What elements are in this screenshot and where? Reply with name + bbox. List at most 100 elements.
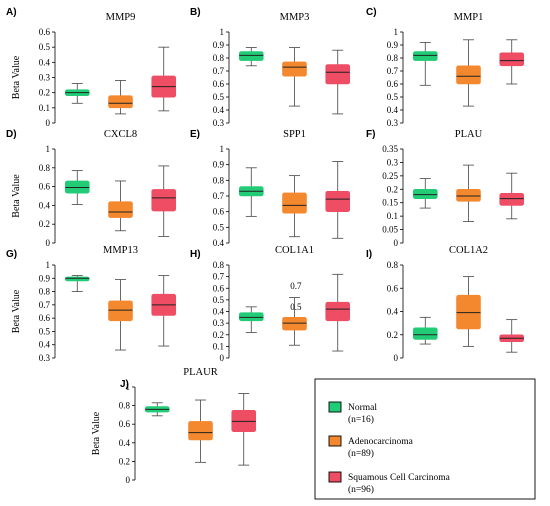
box-normal: [64, 83, 90, 104]
panel-title: MMP3: [280, 12, 310, 23]
y-tick-label: 0.3: [213, 118, 225, 128]
y-tick-label: 1: [126, 382, 131, 392]
panel-mmp3: B) MMP3 0.3 0.4 0.5 0.6 0.7 0.8 0.9 1: [190, 7, 351, 128]
y-tick-label: 0.5: [387, 92, 399, 102]
box-iqr: [282, 317, 307, 331]
y-tick-label: 0.6: [387, 79, 399, 89]
y-tick-label: 0.4: [387, 105, 399, 115]
box-squamous: [151, 165, 177, 237]
box-iqr: [282, 61, 307, 77]
y-tick-label: 0.9: [387, 40, 399, 50]
box-iqr: [238, 51, 264, 61]
y-tick-label: 0: [220, 353, 225, 363]
y-tick-label: 0.2: [387, 184, 398, 194]
box-normal: [238, 167, 264, 217]
legend-label: Adenocarcinoma: [348, 437, 414, 447]
box-adenocarcinoma: [456, 276, 481, 347]
y-tick-label: 0.9: [213, 40, 225, 50]
y-tick-label: 0.7: [39, 300, 51, 310]
y-tick-label: 0.5: [39, 42, 51, 52]
box-iqr: [412, 327, 438, 340]
box-iqr: [412, 188, 438, 199]
y-tick-label: 1: [46, 144, 51, 154]
box-normal: [412, 316, 438, 345]
y-tick-label: 0.1: [387, 211, 398, 221]
y-tick-label: 0.4: [39, 200, 51, 210]
box-iqr: [325, 301, 351, 322]
y-tick-label: 0.8: [387, 53, 399, 63]
box-iqr: [64, 276, 90, 282]
box-iqr: [412, 51, 438, 61]
y-tick-label: 0.5: [213, 295, 225, 305]
y-tick-label: 0.6: [387, 283, 399, 293]
y-tick-label: 0.35: [382, 144, 398, 154]
panel-cxcl8: D) CXCL8 0 0.2 0.4 0.6 0.8 1 Beta Value: [6, 129, 177, 248]
y-tick-label: 0: [394, 353, 399, 363]
y-tick-label: 0.8: [39, 287, 51, 297]
legend-swatch: [328, 471, 342, 483]
y-tick-label: 0.3: [213, 318, 225, 328]
box-squamous: [325, 49, 351, 115]
box-normal: [412, 42, 438, 86]
panel-spp1: E) SPP1 0.4 0.5 0.6 0.7 0.8 0.9 1: [190, 129, 351, 248]
y-tick-label: 0: [126, 475, 131, 485]
box-iqr: [456, 294, 481, 330]
y-tick-label: 0.6: [39, 27, 51, 37]
box-iqr: [238, 312, 264, 322]
y-tick-label: 0: [394, 238, 399, 248]
box-squamous: [499, 172, 525, 220]
panel-letter: J): [120, 379, 129, 390]
y-tick-label: 0.1: [39, 103, 50, 113]
box-adenocarcinoma: [456, 39, 481, 107]
y-tick-label: 0.3: [387, 157, 399, 167]
panel-mmp9: A) MMP9 0 0.1 0.2 0.3 0.4 0.5 0.6 Beta Value: [6, 7, 177, 128]
box-adenocarcinoma: [108, 180, 133, 232]
y-tick-label: 0.4: [119, 438, 131, 448]
y-tick-label: 0.7: [213, 191, 225, 201]
y-tick-label: 0.2: [213, 330, 224, 340]
legend-count: (n=96): [348, 484, 374, 495]
box-squamous: [325, 161, 351, 239]
box-normal: [412, 178, 438, 209]
panel-title: MMP13: [103, 245, 138, 256]
panel-letter: G): [6, 249, 17, 260]
box-adenocarcinoma: [282, 297, 307, 346]
y-tick-label: 0.8: [213, 260, 225, 270]
box-normal: [64, 170, 90, 205]
legend-frame: [314, 378, 536, 500]
y-axis-label: Beta Value: [11, 55, 22, 99]
y-tick-label: 0.05: [382, 225, 398, 235]
y-tick-label: 0: [46, 118, 51, 128]
box-iqr: [456, 65, 481, 85]
box-normal: [144, 402, 170, 417]
box-adenocarcinoma: [188, 399, 213, 463]
y-tick-label: 0.4: [213, 105, 225, 115]
panel-title: SPP1: [283, 129, 306, 140]
box-iqr: [108, 300, 133, 322]
box-squamous: [325, 273, 351, 352]
panel-letter: D): [6, 129, 17, 140]
box-iqr: [108, 201, 133, 218]
y-tick-label: 0.8: [213, 175, 225, 185]
y-tick-label: 0.8: [387, 260, 399, 270]
y-tick-label: 0.8: [119, 401, 131, 411]
box-squamous: [151, 46, 177, 112]
y-tick-label: 0.2: [119, 456, 130, 466]
y-tick-label: 0.3: [387, 118, 399, 128]
box-iqr: [108, 95, 133, 109]
box-iqr: [499, 193, 525, 206]
box-iqr: [499, 52, 525, 67]
y-tick-label: 0.2: [387, 330, 398, 340]
y-tick-label: 0.3: [39, 73, 51, 83]
overlay-tick-label: 0.5: [290, 302, 302, 312]
panel-col1a2: I) COL1A2 0 0.2 0.4 0.6 0.8: [366, 245, 525, 363]
panel-title: COL1A2: [449, 245, 488, 256]
y-axis-label: Beta Value: [11, 174, 22, 218]
box-normal: [238, 306, 264, 333]
overlay-tick-label: 0.7: [290, 281, 302, 291]
y-tick-label: 0.9: [213, 160, 225, 170]
box-squamous: [151, 275, 177, 347]
panel-letter: B): [190, 7, 201, 18]
y-tick-label: 0.7: [387, 66, 399, 76]
